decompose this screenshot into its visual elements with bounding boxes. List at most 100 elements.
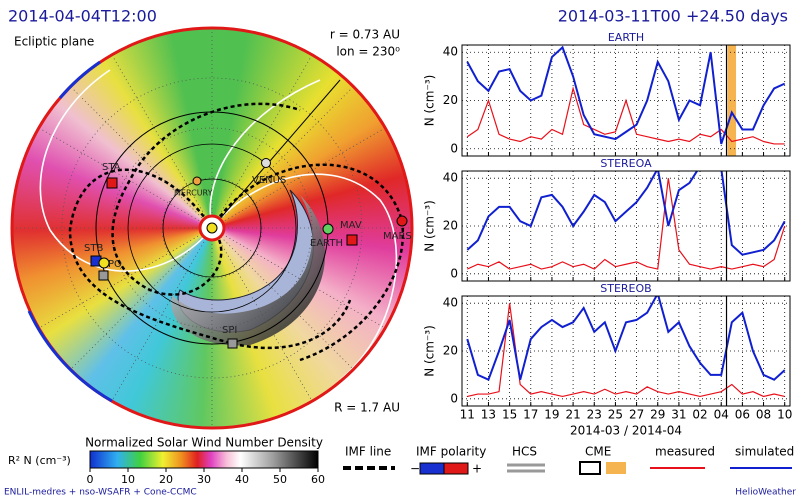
legend-swatch <box>579 461 601 475</box>
x-tick-label: 21 <box>565 408 580 422</box>
body-label: PO <box>108 259 122 270</box>
x-tick-label: 23 <box>587 408 602 422</box>
y-tick-label: 20 <box>443 219 458 233</box>
colorbar-tick-label: 40 <box>235 473 249 486</box>
x-tick-label: 25 <box>608 408 623 422</box>
plot-frame <box>461 295 791 407</box>
map-border-neg <box>58 60 101 99</box>
series-line <box>466 45 786 145</box>
x-tick-label: 19 <box>544 408 559 422</box>
x-tick-label: 15 <box>502 408 517 422</box>
x-axis-label: 2014-03 / 2014-04 <box>570 424 682 438</box>
panel-title: STEREOA <box>600 157 652 170</box>
sta <box>106 177 118 189</box>
y-tick-label: 40 <box>443 45 458 59</box>
body-label: EARTH <box>310 238 343 249</box>
map-overlay <box>10 26 414 430</box>
mercury <box>192 176 202 186</box>
y-tick-label: 20 <box>443 93 458 107</box>
x-tick-label: 29 <box>650 408 665 422</box>
legend-swatch <box>419 462 445 475</box>
x-tick-label: 04 <box>714 408 729 422</box>
legend-label: CME <box>585 445 611 459</box>
mav <box>346 234 358 246</box>
legend-label: + <box>472 462 482 476</box>
colorbar <box>89 450 319 469</box>
legend-label: − <box>410 462 420 476</box>
legend-swatch <box>443 462 469 475</box>
legend-label: simulated <box>735 445 794 459</box>
sun-core <box>206 222 218 234</box>
radius-text: r = 0.73 AU <box>330 28 400 42</box>
y-axis-label: N (cm⁻³) <box>423 325 437 377</box>
lon-text: lon = 230⁰ <box>336 45 400 59</box>
body-label: SPI <box>222 325 237 336</box>
series-line <box>466 171 786 256</box>
venus <box>261 158 271 168</box>
legend-label: HCS <box>512 445 537 459</box>
hcs-spiral <box>39 69 398 381</box>
y-tick-label: 0 <box>450 266 458 280</box>
x-tick-label: 10 <box>777 408 792 422</box>
mars <box>396 215 408 227</box>
x-tick-label: 08 <box>756 408 771 422</box>
body-label: STB <box>84 243 103 254</box>
map-border-neg <box>27 310 113 403</box>
y-tick-label: 0 <box>450 141 458 155</box>
y-tick-label: 0 <box>450 391 458 405</box>
x-tick-label: 27 <box>629 408 644 422</box>
body-label: STA <box>102 162 121 173</box>
venus-orbit <box>127 143 297 313</box>
body-label: VENUS <box>252 175 286 186</box>
x-tick-label: 06 <box>735 408 750 422</box>
legend-label: measured <box>655 445 715 459</box>
cme-span <box>727 45 737 156</box>
mercury-orbit <box>162 178 262 278</box>
legend-label: IMF polarity <box>416 445 486 459</box>
cme-shell <box>170 195 326 346</box>
y-axis-label: N (cm⁻³) <box>423 200 437 252</box>
colorbar-tick-label: 60 <box>311 473 325 486</box>
view-line <box>211 79 341 229</box>
spi <box>227 338 238 349</box>
series-time: 2014-03-11T00 +24.50 days <box>558 7 788 26</box>
body-label: MARS <box>383 231 412 242</box>
x-tick-label: 17 <box>523 408 538 422</box>
y-tick-label: 20 <box>443 344 458 358</box>
legend-swatch <box>606 462 626 474</box>
plot-frame <box>461 170 791 282</box>
series-line <box>466 86 785 145</box>
series-line <box>467 178 786 270</box>
plot-frame <box>461 44 791 157</box>
colorbar-tick-label: 10 <box>121 473 135 486</box>
range-text: R = 1.7 AU <box>334 401 400 415</box>
colorbar-label: R² N (cm⁻³) <box>8 454 71 467</box>
soho-square <box>98 270 109 281</box>
colorbar-title: Normalized Solar Wind Number Density <box>85 436 323 450</box>
colorbar-tick-label: 0 <box>87 473 94 486</box>
y-axis-label: N (cm⁻³) <box>423 75 437 127</box>
colorbar-tick-label: 30 <box>197 473 211 486</box>
colorbar-tick-label: 20 <box>159 473 173 486</box>
colorbar-tick-label: 50 <box>273 473 287 486</box>
x-tick-label: 13 <box>481 408 496 422</box>
footer-brand: HelioWeather <box>735 488 796 498</box>
panel-title: EARTH <box>608 31 644 44</box>
earth <box>322 223 334 235</box>
body-label: MERCURY <box>174 189 213 198</box>
y-tick-label: 40 <box>443 296 458 310</box>
panel-title: STEREOB <box>600 282 651 295</box>
series-line <box>467 303 785 398</box>
y-tick-label: 40 <box>443 171 458 185</box>
body-label: MAV <box>340 220 362 231</box>
series-line <box>466 296 786 382</box>
map-time: 2014-04-04T12:00 <box>8 7 157 26</box>
plane-title: Ecliptic plane <box>14 35 94 49</box>
soho <box>98 257 110 269</box>
x-tick-label: 11 <box>460 408 475 422</box>
x-tick-label: 31 <box>671 408 686 422</box>
footer-credit: ENLIL-medres + nso-WSAFR + Cone-CCMC <box>4 488 197 498</box>
x-tick-label: 02 <box>692 408 707 422</box>
